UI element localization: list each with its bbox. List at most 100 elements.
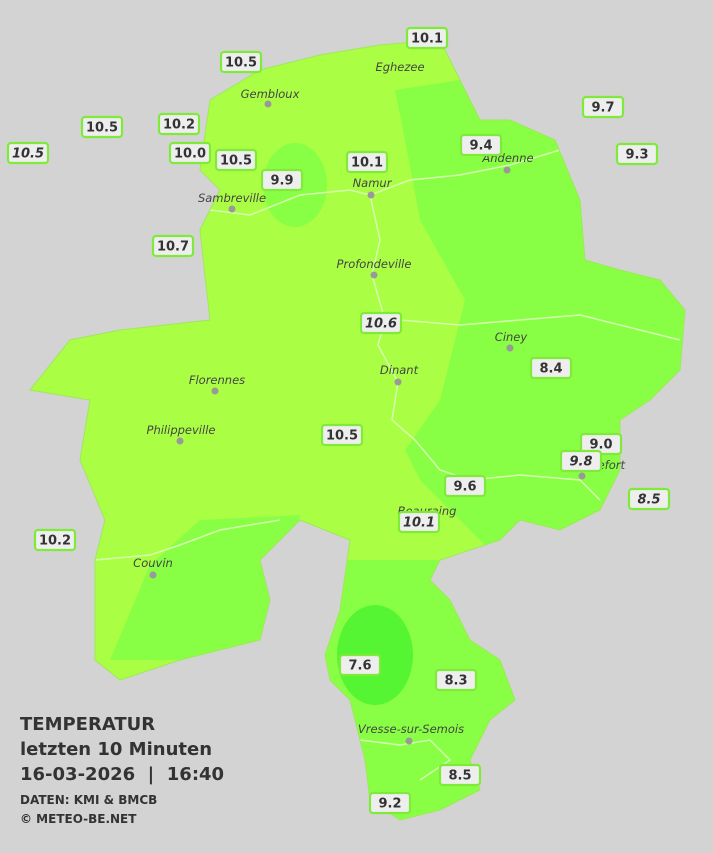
- cities: EghezeeGemblouxAndenneNamurSambrevillePr…: [133, 60, 626, 745]
- station-value: 10.7: [157, 240, 189, 255]
- station-value: 10.1: [351, 156, 383, 171]
- station: 10.6: [359, 311, 403, 335]
- city-dot: [394, 378, 402, 386]
- city-label: Ciney: [495, 330, 528, 344]
- station-value: 10.2: [163, 118, 195, 133]
- station: 8.3: [434, 668, 478, 692]
- station-box: [434, 668, 478, 692]
- source: DATEN: KMI & BMCB: [20, 793, 157, 807]
- station-value: 10.6: [365, 317, 397, 332]
- city-dot: [370, 271, 378, 279]
- station-box: [33, 528, 77, 552]
- title: TEMPERATUR: [20, 714, 155, 735]
- station-box: [405, 26, 449, 50]
- station-box: [151, 234, 195, 258]
- province-outline: [29, 39, 686, 821]
- station-value: 10.2: [39, 534, 71, 549]
- station-value: 10.5: [225, 56, 257, 71]
- city-dot: [405, 737, 413, 745]
- station: 9.4: [459, 133, 503, 157]
- station-value: 10.1: [403, 516, 435, 531]
- station-value: 8.5: [448, 769, 471, 784]
- station-value: 9.8: [569, 455, 592, 470]
- city-dot: [578, 472, 586, 480]
- station: 8.5: [438, 763, 482, 787]
- station-value: 7.6: [348, 659, 371, 674]
- station-value: 9.6: [453, 480, 476, 495]
- station: 10.1: [345, 150, 389, 174]
- station: 9.6: [443, 474, 487, 498]
- station-value: 9.7: [591, 101, 614, 116]
- station: 10.0: [168, 141, 212, 165]
- station-box: [260, 168, 304, 192]
- station-box: [219, 50, 263, 74]
- station: 10.1: [405, 26, 449, 50]
- station: 10.5: [320, 423, 364, 447]
- station-box: [368, 791, 412, 815]
- station-box: [168, 141, 212, 165]
- city-label: Couvin: [133, 556, 173, 570]
- station-box: [438, 763, 482, 787]
- station: 7.6: [338, 653, 382, 677]
- timestamp: 16-03-2026 | 16:40: [20, 764, 224, 785]
- city-dot: [506, 344, 514, 352]
- station-value: 9.9: [270, 174, 293, 189]
- station-box: [345, 150, 389, 174]
- station: 10.2: [157, 112, 201, 136]
- station: 10.5: [80, 115, 124, 139]
- city-dot: [176, 437, 184, 445]
- station: 10.5: [6, 141, 50, 165]
- station: 9.2: [368, 791, 412, 815]
- city-dot: [264, 100, 272, 108]
- station-box: [80, 115, 124, 139]
- city-label: Gembloux: [241, 87, 300, 101]
- station: 9.3: [615, 142, 659, 166]
- city-dot: [228, 205, 236, 213]
- stations: 10.1 10.5 10.5 10.2 10.5 10.0 10.5 9.9 10.1 9.4 9.…: [6, 26, 671, 815]
- city-dot: [211, 387, 219, 395]
- station-value: 10.5: [86, 121, 118, 136]
- station-box: [214, 148, 258, 172]
- station-box: [627, 487, 671, 511]
- station-value: 9.4: [469, 139, 492, 154]
- city-label: Philippeville: [147, 423, 216, 437]
- city-label: Vresse-sur-Semois: [358, 722, 464, 736]
- station: 10.2: [33, 528, 77, 552]
- station-box: [615, 142, 659, 166]
- station-box: [338, 653, 382, 677]
- station: 9.9: [260, 168, 304, 192]
- station: 9.7: [581, 95, 625, 119]
- station-box: [157, 112, 201, 136]
- city-label: Dinant: [380, 363, 419, 377]
- city-label: Namur: [353, 176, 393, 190]
- city-dot: [503, 166, 511, 174]
- station-value: 8.3: [444, 674, 467, 689]
- city-dot: [367, 191, 375, 199]
- station-box: [6, 141, 50, 165]
- city-label: Florennes: [189, 373, 245, 387]
- station: 9.8: [559, 449, 603, 473]
- station: 10.1: [397, 510, 441, 534]
- station-box: [529, 356, 573, 380]
- station-box: [459, 133, 503, 157]
- station-box: [559, 449, 603, 473]
- station: 10.5: [214, 148, 258, 172]
- subtitle: letzten 10 Minuten: [20, 739, 212, 760]
- station-value: 9.2: [378, 797, 401, 812]
- city-label: Profondeville: [337, 257, 412, 271]
- station-value: 10.1: [411, 32, 443, 47]
- station: 8.5: [627, 487, 671, 511]
- station-value: 10.5: [12, 147, 44, 162]
- station: 8.4: [529, 356, 573, 380]
- station-box: [443, 474, 487, 498]
- station-value: 9.0: [589, 438, 612, 453]
- station-box: [359, 311, 403, 335]
- copyright: © METEO-BE.NET: [20, 812, 137, 826]
- city-label: Sambreville: [198, 191, 266, 205]
- city-dot: [149, 571, 157, 579]
- station: 10.5: [219, 50, 263, 74]
- station-box: [581, 95, 625, 119]
- station-value: 10.5: [220, 154, 252, 169]
